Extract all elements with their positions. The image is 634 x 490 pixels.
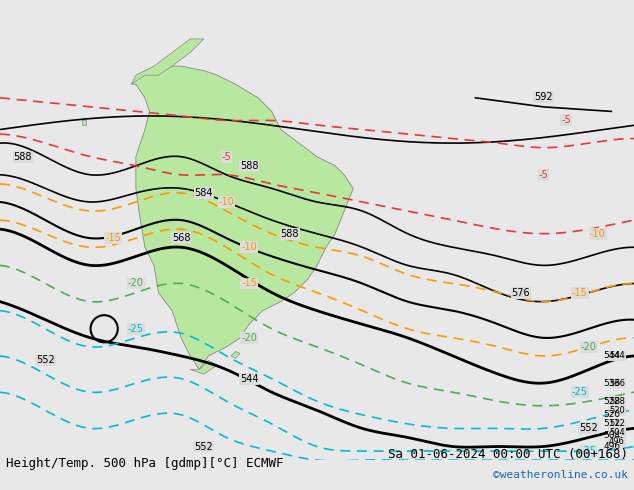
Text: 576: 576: [512, 288, 530, 297]
Text: 520: 520: [609, 406, 625, 415]
Text: 544: 544: [604, 351, 621, 361]
Text: 504: 504: [604, 431, 621, 440]
Polygon shape: [131, 39, 204, 84]
Polygon shape: [82, 121, 86, 125]
Text: 544: 544: [609, 351, 625, 361]
Text: 528: 528: [604, 397, 621, 406]
Text: 536: 536: [603, 379, 621, 388]
Text: 496: 496: [604, 442, 621, 451]
Text: 496: 496: [609, 438, 625, 446]
Text: 592: 592: [534, 92, 553, 102]
Text: 536: 536: [609, 379, 625, 388]
Text: 504: 504: [609, 428, 625, 438]
Text: -35: -35: [581, 446, 597, 456]
Text: ©weatheronline.co.uk: ©weatheronline.co.uk: [493, 470, 628, 480]
Text: 552: 552: [195, 441, 213, 451]
Text: -5: -5: [538, 170, 548, 180]
Text: Sa 01-06-2024 00:00 UTC (00+168): Sa 01-06-2024 00:00 UTC (00+168): [387, 447, 628, 461]
Text: 588: 588: [240, 161, 258, 171]
Text: -15: -15: [241, 278, 257, 289]
Text: -10: -10: [219, 197, 235, 207]
Text: -20: -20: [241, 333, 257, 343]
Text: 528: 528: [609, 397, 625, 406]
Text: -25: -25: [128, 324, 144, 334]
Text: -20: -20: [581, 342, 597, 352]
Text: -5: -5: [221, 152, 231, 162]
Text: 584: 584: [195, 188, 213, 198]
Text: 568: 568: [172, 233, 190, 243]
Polygon shape: [190, 361, 217, 374]
Text: -25: -25: [572, 387, 588, 397]
Text: -15: -15: [105, 233, 121, 243]
Polygon shape: [231, 351, 240, 358]
Text: 512: 512: [609, 419, 625, 428]
Text: 552: 552: [579, 423, 598, 434]
Text: -10: -10: [241, 242, 257, 252]
Text: 588: 588: [281, 229, 299, 239]
Text: 544: 544: [240, 373, 258, 384]
Text: -20: -20: [128, 278, 144, 289]
Text: -15: -15: [572, 288, 588, 297]
Polygon shape: [131, 66, 353, 369]
Text: Height/Temp. 500 hPa [gdmp][°C] ECMWF: Height/Temp. 500 hPa [gdmp][°C] ECMWF: [6, 457, 284, 470]
Text: 512: 512: [604, 419, 621, 428]
Text: -5: -5: [561, 116, 571, 125]
Text: -10: -10: [590, 229, 605, 239]
Text: 588: 588: [13, 152, 32, 162]
Text: 552: 552: [36, 355, 55, 366]
Text: 520: 520: [604, 410, 621, 419]
